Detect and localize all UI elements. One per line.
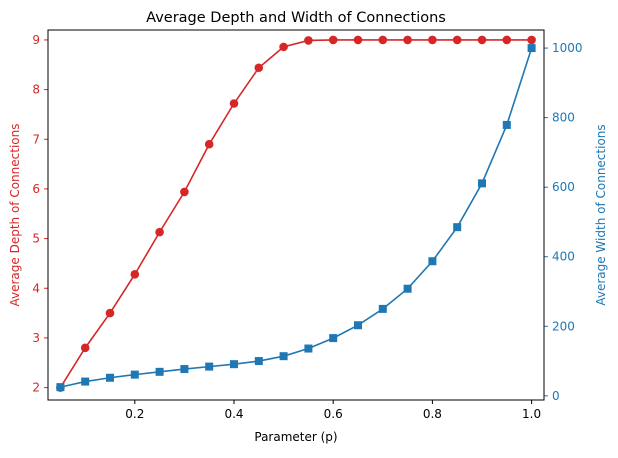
left-y-tick-label: 3 xyxy=(32,331,40,345)
width-point xyxy=(155,367,164,376)
width-point xyxy=(304,344,313,353)
depth-point xyxy=(279,42,288,52)
right-y-tick-label: 400 xyxy=(552,250,575,264)
right-y-tick-label: 800 xyxy=(552,111,575,125)
width-point xyxy=(81,377,90,386)
left-y-tick-label: 7 xyxy=(32,132,40,146)
x-tick-label: 1.0 xyxy=(522,407,541,421)
x-tick-label: 0.6 xyxy=(324,407,343,421)
depth-point xyxy=(229,99,239,108)
depth-point xyxy=(254,63,264,73)
depth-point xyxy=(477,35,487,45)
depth-point xyxy=(180,187,189,197)
depth-point xyxy=(502,35,512,45)
width-point xyxy=(478,179,486,188)
marks-layer: 0.2 0.4 0.6 0.8 1.0 2 3 4 5 6 7 8 9 0 200 400 600 800 1000 xyxy=(32,33,582,421)
width-point xyxy=(205,362,214,371)
width-point xyxy=(428,257,437,266)
plot-background xyxy=(48,30,544,400)
x-tick-label: 0.2 xyxy=(125,407,144,421)
left-y-tick-label: 4 xyxy=(32,281,40,295)
depth-point xyxy=(130,270,140,279)
depth-point xyxy=(353,35,363,45)
depth-point xyxy=(204,139,214,149)
width-point xyxy=(354,321,362,330)
depth-point xyxy=(452,35,462,45)
right-y-tick-label: 0 xyxy=(552,389,560,403)
width-point xyxy=(403,284,412,293)
depth-point xyxy=(105,308,115,318)
width-point xyxy=(502,120,511,129)
depth-point xyxy=(428,35,437,45)
left-y-axis-label: Average Depth of Connections xyxy=(8,124,22,307)
width-point xyxy=(106,373,114,382)
depth-point xyxy=(304,36,313,45)
plot-frame xyxy=(47,29,545,401)
depth-point xyxy=(155,227,164,237)
width-point xyxy=(130,370,139,379)
left-y-tick-label: 9 xyxy=(32,33,40,47)
x-tick-label: 0.4 xyxy=(224,407,243,421)
right-y-tick-label: 200 xyxy=(552,319,575,333)
width-point xyxy=(453,223,462,232)
width-point xyxy=(329,334,338,343)
x-axis-label: Parameter (p) xyxy=(254,430,337,444)
width-point xyxy=(378,304,387,313)
width-point xyxy=(254,357,263,366)
depth-point xyxy=(527,35,536,45)
chart-title: Average Depth and Width of Connections xyxy=(146,10,446,26)
width-point xyxy=(230,360,238,369)
left-y-tick-label: 5 xyxy=(32,232,40,246)
width-point xyxy=(180,365,189,374)
width-point xyxy=(279,352,288,361)
right-y-tick-label: 600 xyxy=(552,180,575,194)
depth-point xyxy=(80,343,90,353)
left-y-tick-label: 8 xyxy=(32,83,40,97)
depth-point xyxy=(378,35,388,45)
left-y-tick-label: 6 xyxy=(32,182,40,196)
depth-point xyxy=(328,35,338,45)
width-point xyxy=(56,383,65,392)
depth-point xyxy=(403,35,412,45)
x-tick-label: 0.8 xyxy=(423,407,442,421)
width-point xyxy=(527,44,536,53)
width-series-line xyxy=(60,47,533,388)
right-y-axis-label: Average Width of Connections xyxy=(594,124,608,305)
left-y-tick-label: 2 xyxy=(32,381,40,395)
right-y-tick-label: 1000 xyxy=(552,41,583,55)
